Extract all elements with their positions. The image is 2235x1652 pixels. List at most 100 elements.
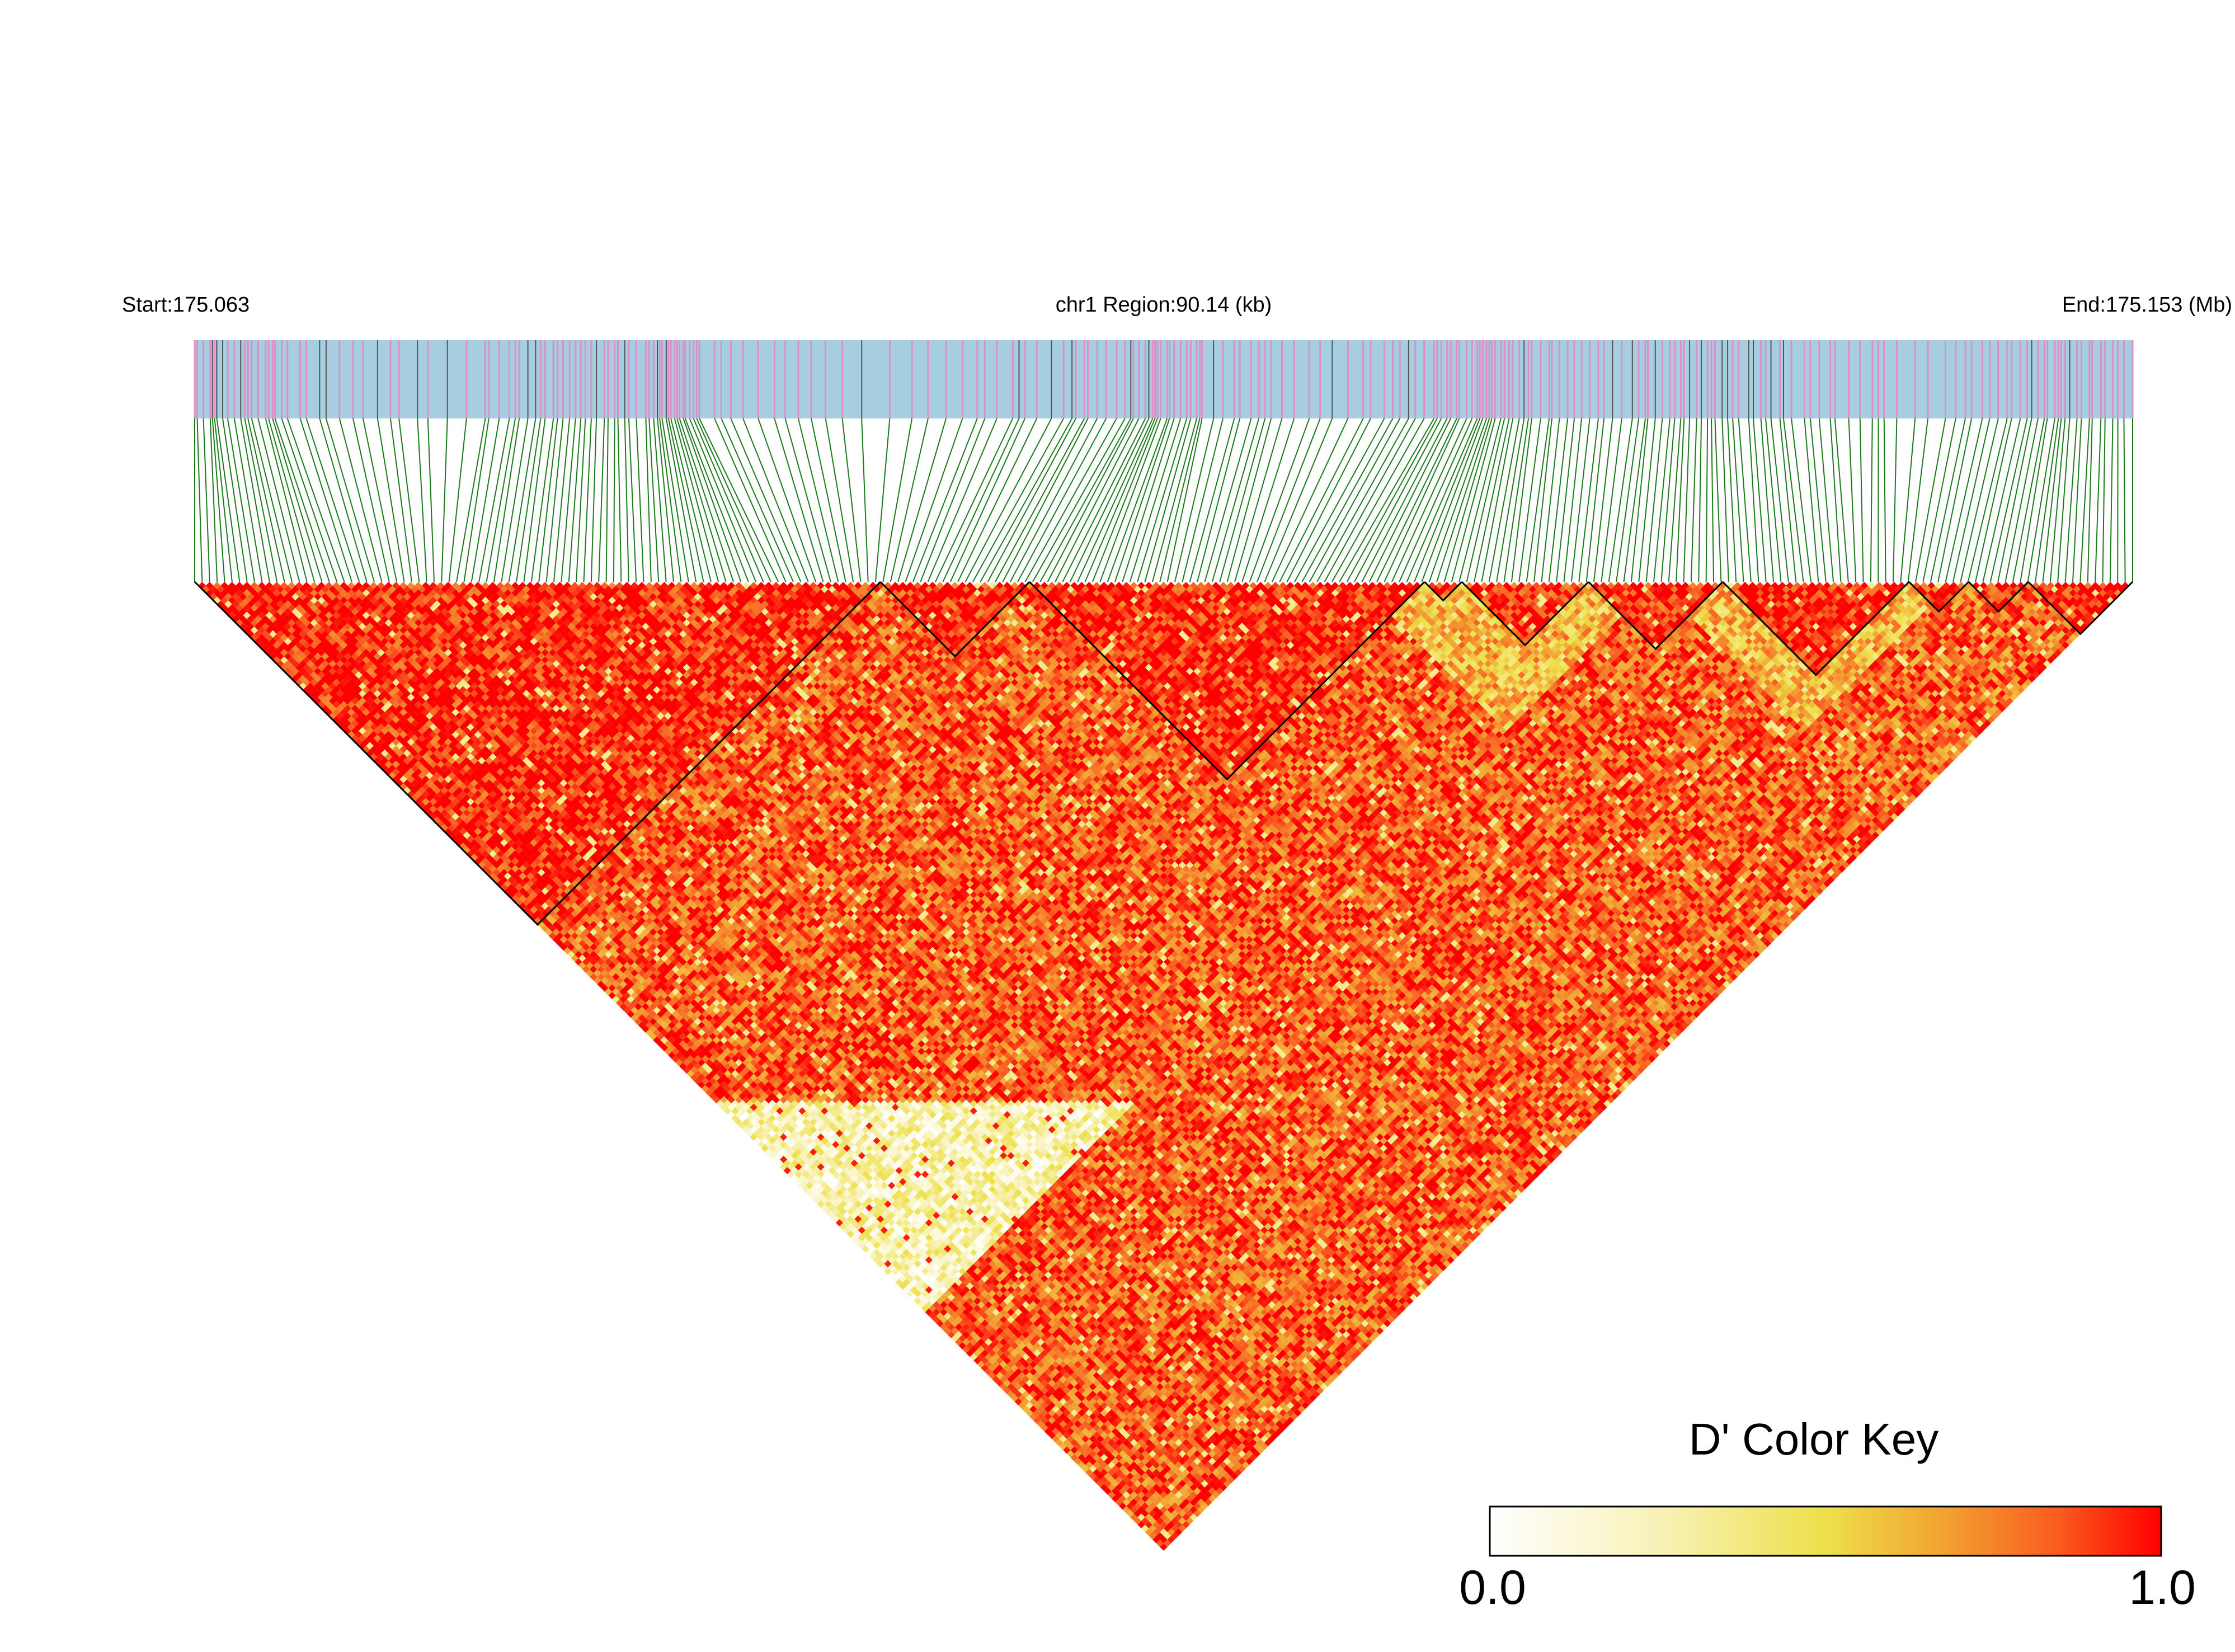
snp-connector — [427, 418, 435, 582]
snp-connector — [530, 418, 554, 582]
snp-connector — [1563, 418, 1583, 582]
snp-connector — [1967, 418, 2008, 582]
haplotype-block — [1029, 581, 1425, 781]
snp-connector — [696, 418, 771, 582]
snp-connector — [689, 418, 757, 582]
snp-connector — [265, 418, 308, 582]
snp-connector — [568, 418, 582, 582]
snp-connector — [1376, 418, 1457, 582]
snp-connector — [613, 418, 615, 582]
snp-connector — [1159, 418, 1201, 582]
snp-connector — [1690, 418, 1697, 582]
ld-cell-group — [1413, 596, 1421, 604]
ld-cell-group — [925, 1293, 933, 1301]
snp-connector — [1428, 418, 1488, 582]
snp-connector — [674, 418, 719, 582]
snp-connector — [987, 418, 1076, 582]
region-title: chr1 Region:90.14 (kb) — [1056, 293, 1272, 317]
snp-connector — [1804, 418, 1819, 582]
snp-connector — [1257, 418, 1321, 582]
haplotype-block — [1424, 581, 1462, 602]
snp-connector — [676, 418, 727, 582]
snp-connector — [1570, 418, 1591, 582]
snp-connector — [1738, 418, 1752, 582]
snp-connector — [1107, 418, 1168, 582]
snp-connector — [478, 418, 510, 582]
snp-connector — [1361, 418, 1448, 582]
snp-connector — [325, 418, 375, 582]
snp-connector — [1204, 418, 1252, 582]
snp-connector — [1414, 418, 1481, 582]
snp-connector — [2057, 418, 2071, 582]
snp-connector — [1748, 418, 1759, 582]
snp-connector — [2079, 418, 2090, 582]
snp-connector — [617, 418, 622, 582]
snp-connector — [1391, 418, 1467, 582]
haplotype-block — [1461, 581, 1589, 647]
snp-connector — [2049, 418, 2066, 582]
snp-connector — [222, 418, 248, 582]
snp-connector — [1616, 418, 1640, 582]
ld-cell-group — [295, 582, 2036, 1495]
snp-connector — [1458, 418, 1502, 582]
snp-connector — [398, 418, 420, 582]
snp-connector — [1809, 418, 1827, 582]
snp-connector — [470, 418, 500, 582]
snp-connector — [897, 418, 947, 582]
snp-connector — [1753, 418, 1767, 582]
snp-connector — [1047, 418, 1134, 582]
snp-connector — [784, 418, 831, 582]
snp-connector — [508, 418, 537, 582]
ld-cell-group — [1037, 1174, 1044, 1182]
snp-connector — [1436, 418, 1490, 582]
snp-connector — [920, 418, 986, 582]
snp-connector — [1770, 418, 1789, 582]
snp-connector — [441, 418, 448, 582]
snp-connector — [286, 418, 345, 582]
snp-connector — [1698, 418, 1702, 582]
ld-cell-group — [638, 596, 2055, 1484]
snp-connector — [274, 418, 330, 582]
snp-connector — [1474, 418, 1510, 582]
snp-connector — [1982, 418, 2021, 582]
snp-connector — [645, 418, 652, 582]
haplotype-block — [1722, 581, 1910, 676]
snp-connector — [1092, 418, 1158, 582]
snp-connector — [1316, 418, 1409, 582]
snp-connector — [281, 418, 338, 582]
snp-connector — [1354, 418, 1442, 582]
snp-connector — [1893, 418, 1898, 582]
snp-connector — [1084, 418, 1156, 582]
snp-connector — [1144, 418, 1192, 582]
snp-connector — [319, 418, 368, 582]
snp-connector — [501, 418, 529, 582]
snp-connector — [1989, 418, 2028, 582]
haplotype-block — [1968, 581, 2029, 613]
snp-connector — [714, 418, 787, 582]
snp-connector — [1900, 418, 1916, 582]
snp-connector — [362, 418, 398, 582]
snp-connector — [2087, 418, 2093, 582]
snp-connector — [905, 418, 963, 582]
snp-connector — [2123, 418, 2126, 582]
snp-connector — [1952, 418, 1991, 582]
snp-connector — [1765, 418, 1782, 582]
ld-cell-group — [791, 626, 1876, 1249]
snp-connector — [1623, 418, 1646, 582]
snp-connector — [1668, 418, 1682, 582]
snp-connector — [1114, 418, 1170, 582]
snp-connector — [2027, 418, 2055, 582]
snp-connector — [268, 418, 315, 582]
ld-cell-group — [1499, 596, 1913, 675]
snp-connector — [684, 418, 749, 582]
snp-connector — [810, 418, 846, 582]
snp-connector — [1676, 418, 1685, 582]
snp-connector — [693, 418, 764, 582]
color-key-max-label: 1.0 — [2129, 1561, 2196, 1615]
snp-connector — [1541, 418, 1560, 582]
snp-connector — [463, 418, 490, 582]
snp-connector — [1585, 418, 1605, 582]
snp-connector — [1346, 418, 1438, 582]
snp-connector — [683, 418, 742, 582]
snp-connector — [1272, 418, 1349, 582]
